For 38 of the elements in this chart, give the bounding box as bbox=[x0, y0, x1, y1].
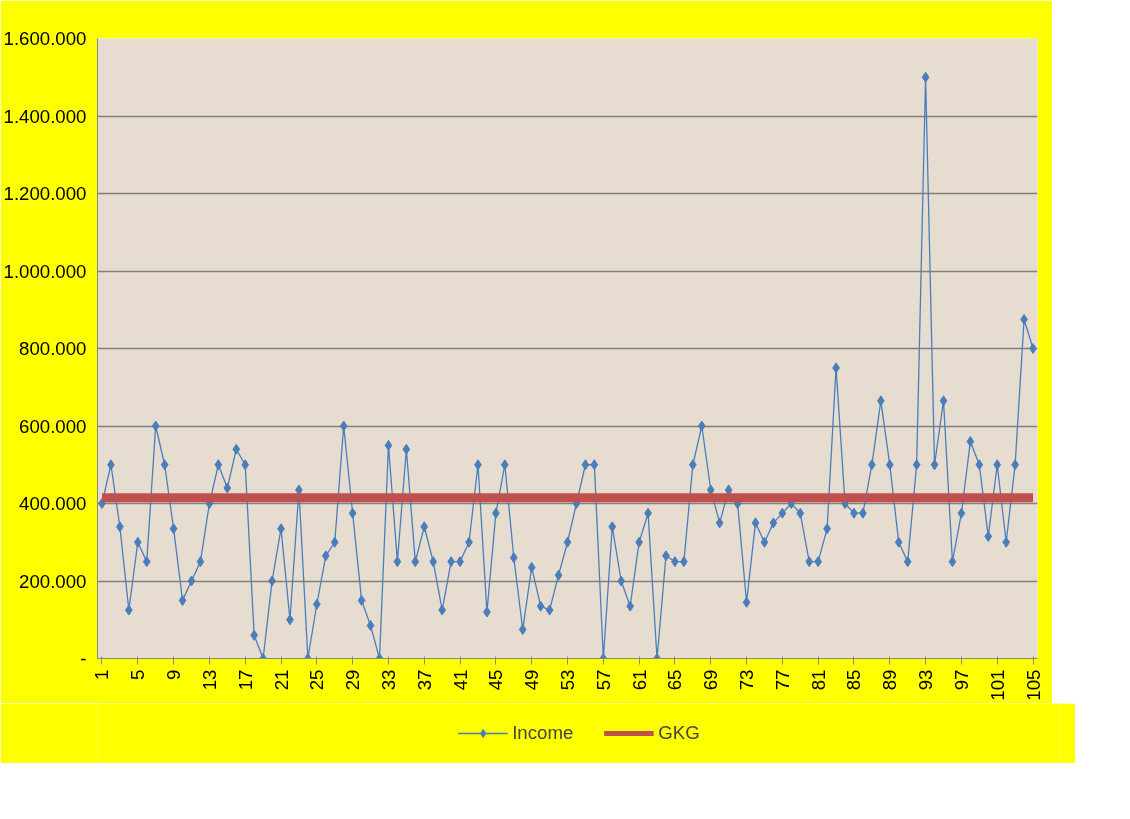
legend-label: GKG bbox=[658, 722, 700, 744]
x-tick-label: 17 bbox=[234, 669, 256, 691]
x-tick-label: 21 bbox=[270, 669, 292, 691]
x-tick-label: 53 bbox=[557, 669, 578, 691]
y-tick-label: 1.000.000 bbox=[3, 260, 87, 282]
x-tick-label: 61 bbox=[628, 669, 650, 691]
y-tick-label: 1.600.000 bbox=[3, 28, 87, 49]
x-tick-label: 65 bbox=[664, 669, 686, 691]
x-tick-label: 45 bbox=[485, 669, 507, 691]
x-tick-label: 101 bbox=[986, 669, 1008, 701]
x-tick-label: 29 bbox=[342, 669, 364, 691]
x-tick-label: 13 bbox=[198, 669, 220, 691]
x-tick-label: 69 bbox=[700, 669, 722, 691]
y-tick-label: 1.400.000 bbox=[3, 105, 87, 127]
x-tick-label: 25 bbox=[306, 669, 328, 691]
x-tick-label: 105 bbox=[1022, 669, 1044, 701]
x-tick-label: 97 bbox=[950, 669, 972, 691]
y-tick-label: - bbox=[80, 648, 87, 669]
x-tick-label: 33 bbox=[377, 669, 399, 691]
legend-label: Income bbox=[512, 722, 574, 744]
x-tick-label: 85 bbox=[843, 669, 865, 691]
x-tick-label: 57 bbox=[592, 669, 614, 691]
x-tick-label: 5 bbox=[127, 669, 149, 680]
y-tick-label: 800.000 bbox=[19, 338, 87, 359]
x-tick-label: 93 bbox=[915, 669, 937, 691]
x-tick-label: 81 bbox=[807, 669, 829, 691]
y-tick-label: 1.200.000 bbox=[3, 183, 87, 204]
x-tick-label: 41 bbox=[449, 669, 471, 691]
x-tick-label: 77 bbox=[771, 669, 793, 691]
y-tick-label: 200.000 bbox=[19, 570, 87, 592]
x-tick-label: 37 bbox=[413, 669, 435, 691]
x-tick-label: 9 bbox=[163, 669, 185, 680]
y-tick-label: 600.000 bbox=[19, 415, 87, 437]
y-tick-label: 400.000 bbox=[19, 493, 87, 514]
x-tick-label: 89 bbox=[879, 669, 901, 691]
x-tick-label: 73 bbox=[736, 669, 758, 691]
x-tick-label: 1 bbox=[91, 669, 113, 680]
x-tick-label: 49 bbox=[521, 669, 543, 691]
